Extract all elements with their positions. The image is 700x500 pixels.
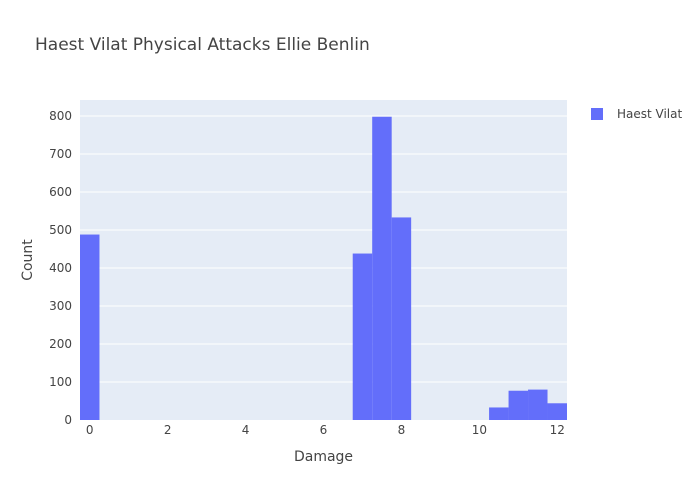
histogram-bar[interactable]	[547, 403, 567, 420]
y-axis-title: Count	[20, 239, 36, 281]
x-axis-ticks: 0 2 4 6 8 10 12	[86, 423, 565, 437]
gridlines	[80, 115, 567, 383]
y-tick-label: 200	[49, 337, 72, 351]
chart-title: Haest Vilat Physical Attacks Ellie Benli…	[35, 35, 370, 55]
y-tick-label: 800	[49, 109, 72, 123]
x-tick-label: 12	[550, 423, 565, 437]
y-tick-label: 300	[49, 299, 72, 313]
x-tick-label: 10	[472, 423, 487, 437]
histogram-bar[interactable]	[391, 217, 412, 420]
histogram-bar[interactable]	[372, 116, 392, 420]
legend-swatch	[591, 108, 603, 120]
x-tick-label: 2	[164, 423, 172, 437]
x-tick-label: 6	[320, 423, 328, 437]
bars	[80, 116, 567, 420]
x-tick-label: 8	[398, 423, 406, 437]
legend-label: Haest Vilat	[617, 107, 682, 121]
y-tick-label: 600	[49, 185, 72, 199]
histogram-bar[interactable]	[489, 407, 509, 420]
legend[interactable]: Haest Vilat	[591, 107, 682, 121]
y-tick-label: 700	[49, 147, 72, 161]
x-axis-title: Damage	[294, 449, 353, 465]
histogram-bar[interactable]	[352, 253, 373, 420]
y-tick-label: 0	[64, 413, 72, 427]
y-tick-label: 400	[49, 261, 72, 275]
histogram-bar[interactable]	[80, 234, 100, 420]
x-tick-label: 0	[86, 423, 94, 437]
histogram-bar[interactable]	[528, 389, 548, 420]
plot-area	[80, 100, 567, 420]
y-tick-label: 100	[49, 375, 72, 389]
x-tick-label: 4	[242, 423, 250, 437]
y-tick-label: 500	[49, 223, 72, 237]
y-axis-ticks: 0 100 200 300 400 500 600 700 800	[49, 109, 72, 427]
histogram-bar[interactable]	[508, 390, 529, 420]
